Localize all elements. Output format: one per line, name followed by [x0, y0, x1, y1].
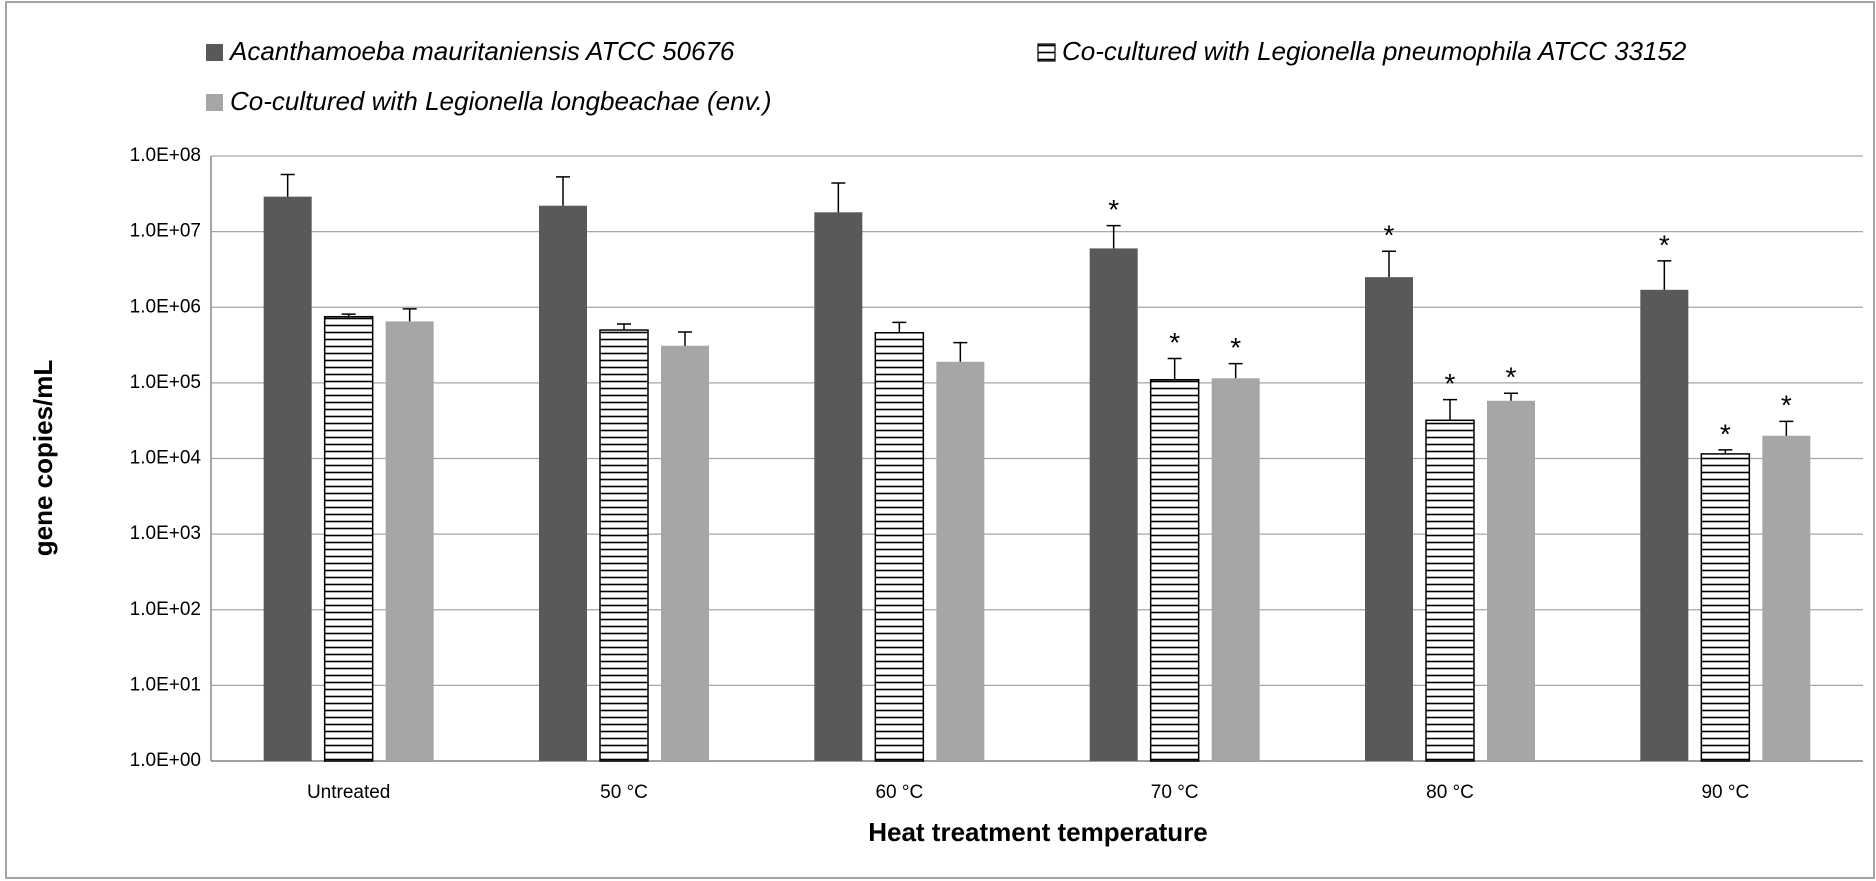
y-tick-label: 1.0E+02 [130, 599, 201, 620]
bar [539, 205, 587, 762]
y-tick-label: 1.0E+04 [130, 448, 202, 469]
error-bar [953, 341, 968, 362]
bar [936, 361, 985, 761]
legend-label: Co-cultured with Legionella longbeachae … [230, 86, 772, 116]
error-bar [892, 321, 907, 333]
y-axis-title: gene copies/mL [28, 360, 58, 557]
bar [599, 329, 649, 762]
x-tick-label: 50 °C [600, 782, 648, 803]
bar [1211, 378, 1260, 761]
y-tick-label: 1.0E+00 [130, 750, 201, 771]
error-bar [1718, 449, 1733, 454]
x-tick-label: Untreated [307, 782, 390, 803]
bar [385, 321, 434, 761]
bar [1089, 248, 1138, 761]
x-tick-label: 80 °C [1426, 782, 1474, 803]
error-bar [280, 173, 295, 197]
error-bar [1382, 250, 1396, 278]
significance-mark: * [1506, 362, 1517, 393]
significance-mark: * [1169, 327, 1180, 358]
significance-mark: * [1384, 220, 1395, 251]
error-bar [402, 308, 417, 322]
legend-swatch [206, 44, 223, 61]
bar [874, 332, 925, 762]
bar [1149, 378, 1200, 762]
x-tick-label: 60 °C [875, 782, 923, 803]
significance-mark: * [1230, 332, 1241, 363]
legend-swatch [1037, 43, 1056, 62]
error-bar [341, 313, 356, 317]
bar [1365, 277, 1413, 761]
x-tick-label: 70 °C [1151, 782, 1199, 803]
legend-label: Co-cultured with Legionella pneumophila … [1062, 36, 1687, 66]
y-tick-label: 1.0E+03 [130, 523, 201, 544]
legend-label: Acanthamoeba mauritaniensis ATCC 50676 [228, 36, 735, 66]
bar [661, 345, 709, 761]
bar [1487, 400, 1535, 761]
bar [323, 315, 374, 762]
significance-mark: * [1720, 418, 1731, 449]
bar [1762, 435, 1811, 761]
legend-swatch [206, 94, 223, 111]
error-bar [1657, 260, 1672, 290]
y-tick-label: 1.0E+08 [130, 145, 201, 166]
bar [1640, 289, 1689, 761]
bar [263, 196, 312, 762]
significance-mark: * [1659, 229, 1670, 260]
bar [1425, 419, 1475, 762]
bar [814, 212, 863, 762]
bar [1700, 453, 1751, 762]
y-tick-label: 1.0E+01 [130, 674, 201, 695]
error-bar [678, 331, 692, 346]
error-bar [1443, 398, 1457, 421]
x-tick-label: 90 °C [1701, 782, 1749, 803]
error-bar [1228, 362, 1243, 379]
error-bar [617, 323, 631, 331]
error-bar [831, 182, 846, 213]
significance-mark: * [1781, 390, 1792, 421]
y-tick-label: 1.0E+07 [130, 221, 201, 242]
error-bar [1167, 357, 1182, 380]
error-bar [1504, 392, 1518, 401]
error-bar [556, 176, 570, 206]
error-bar [1779, 420, 1794, 436]
y-tick-label: 1.0E+05 [130, 372, 201, 393]
error-bar [1106, 224, 1121, 249]
x-axis-title: Heat treatment temperature [868, 817, 1208, 847]
significance-mark: * [1108, 194, 1119, 225]
y-tick-label: 1.0E+06 [130, 296, 201, 317]
significance-mark: * [1445, 368, 1456, 399]
